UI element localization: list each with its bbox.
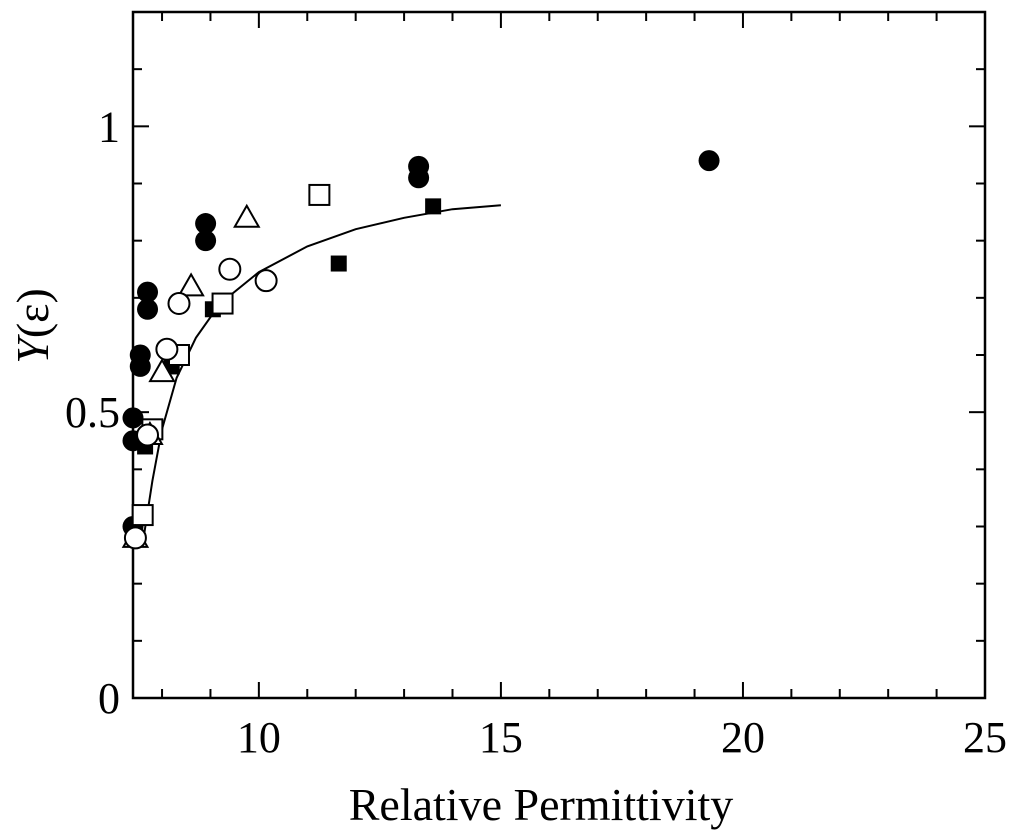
open-circle-point (218, 257, 242, 281)
open-triangle-point (148, 358, 176, 383)
filled-circle-point (137, 281, 159, 303)
x-tick-label: 25 (963, 713, 1007, 762)
filled-circle-point (195, 230, 217, 252)
open-square-point (211, 292, 234, 315)
filled-circle-point (195, 213, 217, 235)
open-circle-point (167, 292, 191, 316)
filled-circle-point (408, 155, 430, 177)
plot-frame (131, 10, 987, 700)
y-axis-label-arg: (ε) (7, 288, 58, 338)
filled-square-point (330, 255, 347, 272)
open-circle-point (123, 526, 147, 550)
y-tick-label: 0.5 (65, 388, 120, 437)
open-circle-point (254, 269, 278, 293)
filled-square-point (425, 198, 442, 215)
open-triangle-point (233, 203, 261, 228)
open-circle-point (155, 337, 179, 361)
filled-circle-point (122, 407, 144, 429)
fit-curve-layer (141, 204, 501, 544)
filled-circle-point (698, 150, 720, 172)
x-tick-label: 10 (237, 713, 281, 762)
open-square-point (131, 504, 154, 527)
filled-circle-point (129, 344, 151, 366)
open-triangle-point (177, 272, 205, 297)
y-axis-label: Y(ε) (7, 288, 58, 364)
y-tick-label: 0 (98, 674, 120, 723)
axis-ticks (133, 12, 986, 699)
fit-curve (141, 204, 501, 544)
open-circle-point (136, 423, 160, 447)
x-axis-label: Relative Permittivity (349, 779, 734, 830)
open-square-point (308, 183, 331, 206)
x-tick-label: 15 (479, 713, 523, 762)
y-axis-label-main: Y (7, 334, 58, 364)
tick-labels: 10 15 20 25 0 0.5 1 (65, 102, 1007, 762)
data-points (121, 150, 720, 550)
y-tick-label: 1 (98, 102, 120, 151)
x-tick-label: 20 (721, 713, 765, 762)
filled-circle-point (137, 298, 159, 320)
